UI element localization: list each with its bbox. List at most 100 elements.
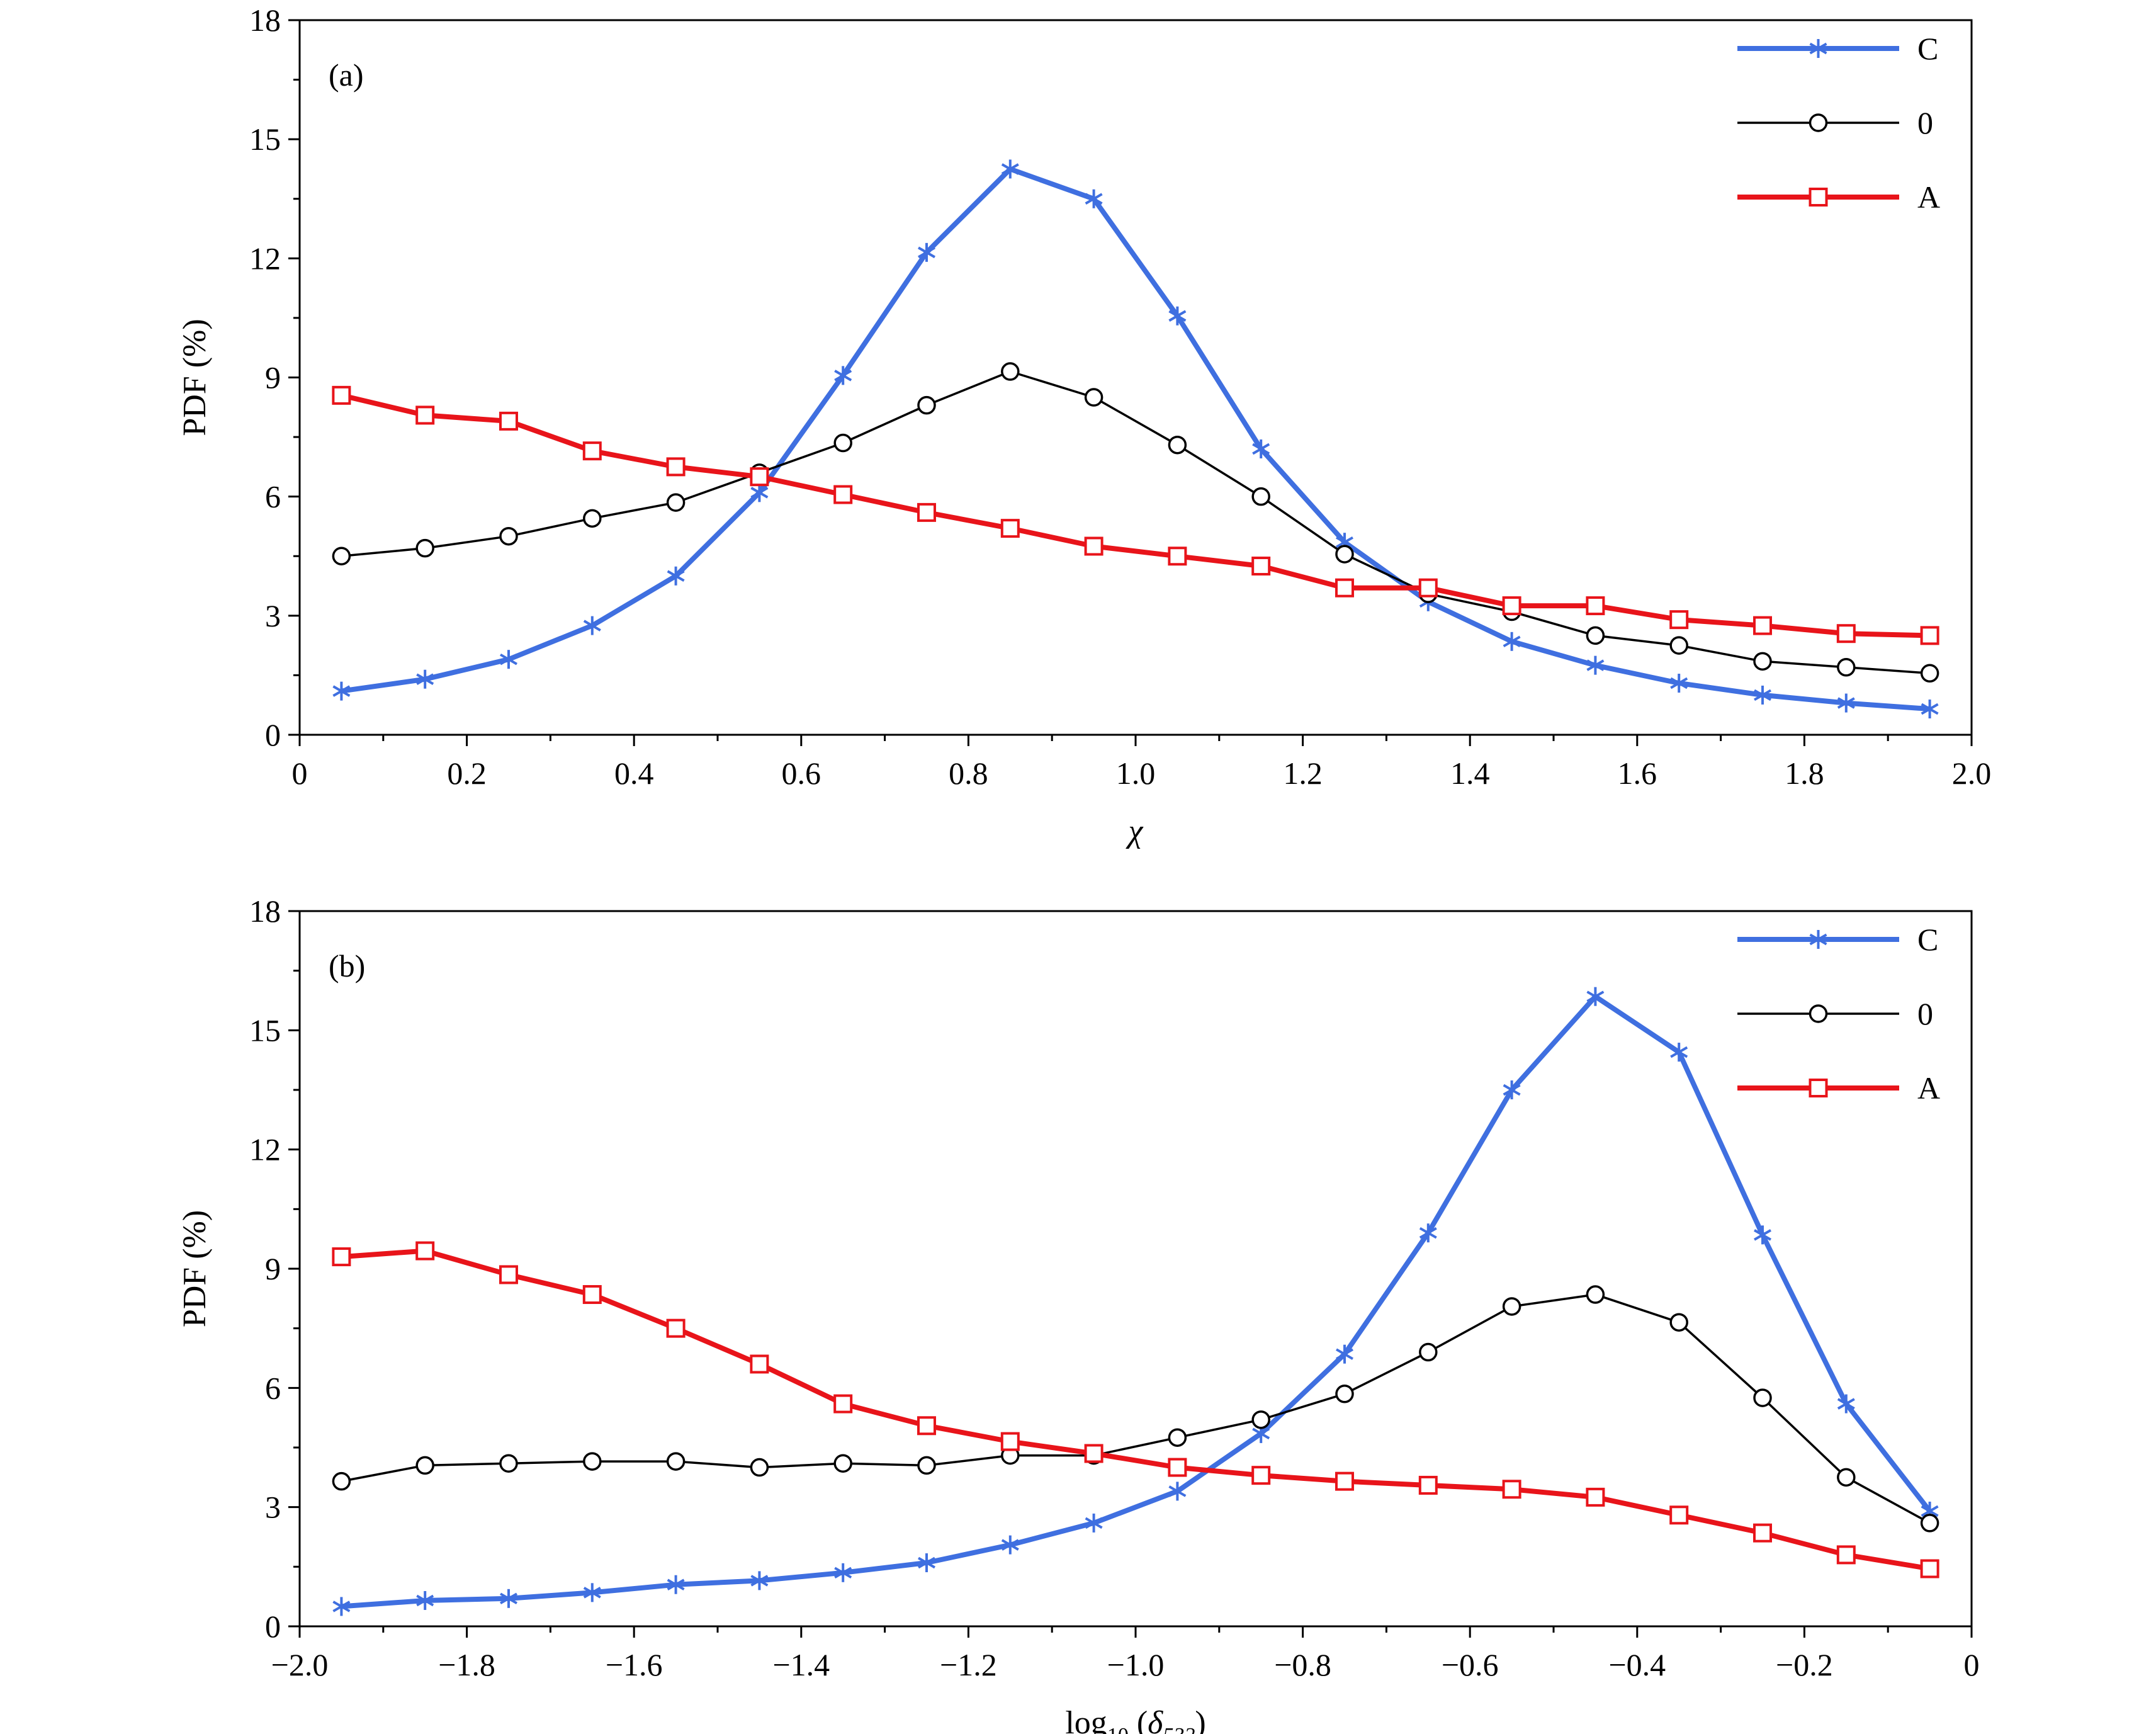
x-tick-label: −0.8: [1274, 1647, 1331, 1682]
data-point-0: [1837, 1468, 1856, 1487]
data-point-A: [1000, 519, 1020, 538]
y-tick-label: 9: [265, 360, 281, 395]
data-point-A: [1084, 1444, 1103, 1463]
x-axis-title-symbol: δ: [1148, 1705, 1163, 1734]
data-point-C: [750, 1571, 769, 1590]
data-point-C: [1168, 306, 1187, 326]
data-point-A: [833, 1394, 853, 1414]
data-point-C: [416, 669, 434, 689]
data-point-C: [667, 566, 685, 586]
data-point-0: [1502, 1297, 1521, 1316]
data-point-0: [1920, 664, 1939, 683]
x-tick-label: −1.8: [438, 1647, 495, 1682]
data-point-A: [1000, 1432, 1020, 1451]
data-point-0: [1669, 1313, 1688, 1332]
data-point-C: [1670, 1043, 1688, 1062]
data-point-C: [834, 1563, 852, 1582]
x-tick-label: 1.0: [1116, 756, 1156, 791]
y-tick-label: 18: [249, 3, 281, 38]
legend-marker-0: [1809, 1004, 1828, 1023]
data-point-0: [917, 1456, 936, 1475]
x-tick-label: −1.2: [940, 1647, 997, 1682]
y-axis-title: PDF (%): [177, 319, 213, 436]
data-point-C: [834, 366, 852, 385]
data-point-A: [1753, 1523, 1772, 1543]
data-point-0: [1251, 487, 1270, 506]
data-point-0: [666, 1452, 686, 1471]
x-tick-label: 1.2: [1283, 756, 1323, 791]
data-point-0: [1419, 1342, 1438, 1362]
data-point-0: [833, 1454, 852, 1473]
data-point-A: [917, 502, 936, 522]
data-point-0: [332, 1471, 351, 1491]
data-point-C: [1503, 632, 1521, 651]
data-point-A: [750, 467, 769, 487]
x-tick-label: −2.0: [271, 1647, 329, 1682]
x-tick-label: −0.6: [1442, 1647, 1499, 1682]
data-point-C: [1754, 685, 1771, 705]
x-axis-title-symbol-subscript: 532: [1163, 1724, 1195, 1734]
panel-label: (b): [329, 948, 365, 983]
data-point-0: [415, 538, 434, 558]
data-point-A: [1251, 1466, 1271, 1485]
panel-label: (a): [329, 57, 364, 93]
data-point-C: [1336, 1344, 1353, 1364]
data-point-C: [583, 616, 601, 635]
data-point-C: [1085, 1513, 1103, 1533]
data-point-C: [1586, 987, 1605, 1006]
data-point-C: [1837, 693, 1855, 713]
data-point-C: [1085, 189, 1103, 208]
x-axis-title: χ: [1126, 813, 1144, 849]
x-tick-label: 2.0: [1952, 756, 1992, 791]
data-point-C: [918, 242, 935, 262]
data-point-C: [1586, 655, 1605, 675]
data-point-C: [918, 1553, 935, 1573]
series-line-A: [341, 1248, 1931, 1572]
data-point-0: [833, 433, 852, 453]
data-point-A: [666, 457, 686, 477]
data-point-0: [332, 547, 351, 565]
data-point-0: [917, 395, 936, 415]
x-tick-label: −0.2: [1776, 1647, 1833, 1682]
x-tick-label: −1.4: [772, 1647, 830, 1682]
y-tick-label: 12: [249, 241, 281, 276]
x-tick-label: 0.8: [949, 756, 988, 791]
data-point-A: [1669, 610, 1689, 630]
data-point-0: [499, 526, 518, 546]
series-line-A: [341, 393, 1930, 638]
series-line-0: [341, 370, 1930, 675]
data-point-A: [1335, 578, 1354, 598]
data-point-C: [1168, 1482, 1187, 1501]
x-tick-label: 0: [292, 756, 308, 791]
data-point-A: [332, 385, 351, 405]
data-point-A: [582, 1285, 602, 1305]
x-axis-title: log10 (δ532): [1065, 1705, 1205, 1734]
series-line-C: [341, 994, 1932, 1609]
data-point-A: [1418, 1475, 1438, 1495]
data-point-0: [1753, 652, 1772, 671]
x-tick-label: 0: [1964, 1647, 1980, 1682]
data-point-A: [1836, 1545, 1856, 1565]
y-tick-label: 15: [249, 122, 281, 157]
data-point-A: [415, 1241, 435, 1261]
data-point-A: [1669, 1505, 1689, 1525]
data-point-0: [1335, 545, 1354, 564]
legend-label-C: C: [1917, 31, 1938, 66]
data-point-0: [1001, 362, 1020, 381]
data-point-A: [1251, 557, 1271, 576]
x-tick-label: 0.6: [782, 756, 821, 791]
data-point-A: [1920, 1559, 1939, 1578]
data-point-A: [1168, 547, 1187, 566]
data-point-C: [583, 1583, 601, 1602]
y-tick-label: 12: [249, 1132, 281, 1167]
series-line-0: [341, 1293, 1931, 1524]
x-tick-label: 0.4: [614, 756, 654, 791]
x-tick-label: 1.4: [1450, 756, 1490, 791]
data-point-0: [1753, 1388, 1772, 1407]
x-axis-title-paren-close: ): [1195, 1705, 1205, 1734]
data-point-A: [499, 411, 518, 431]
data-point-C: [1837, 1394, 1855, 1414]
y-tick-label: 6: [265, 479, 281, 514]
x-axis-title-paren-open: (: [1129, 1705, 1148, 1734]
data-point-C: [332, 1597, 351, 1616]
